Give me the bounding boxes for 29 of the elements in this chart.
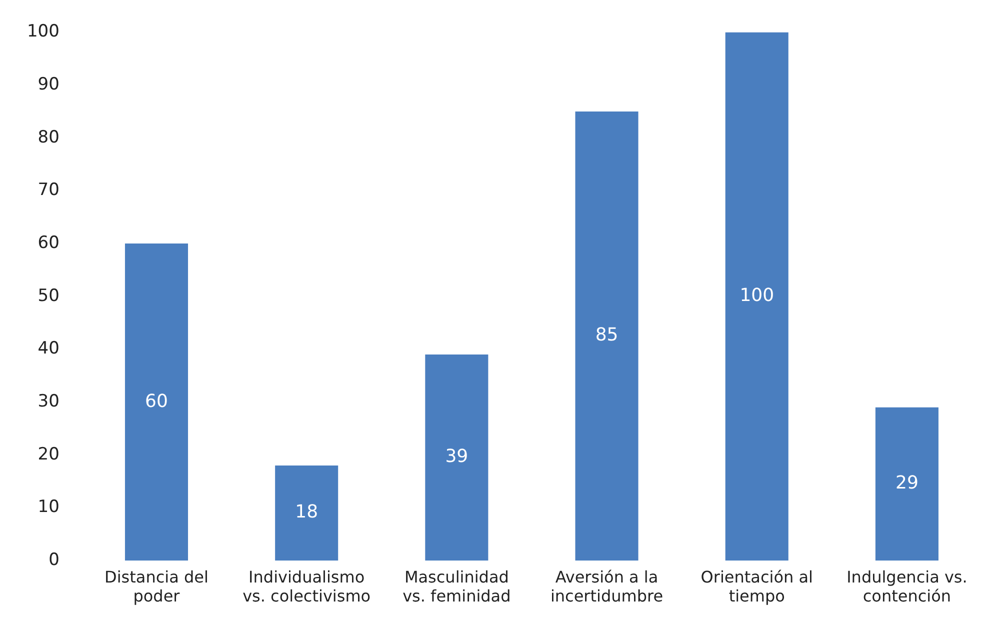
y-tick-label: 10: [38, 497, 60, 518]
data-label: 18: [295, 502, 318, 523]
y-tick-label: 70: [38, 180, 60, 200]
y-tick-label: 80: [38, 127, 60, 148]
y-tick-label: 40: [38, 338, 60, 359]
data-label: 85: [595, 324, 618, 346]
x-tick-label: Aversión a la incertidumbre: [550, 567, 664, 606]
data-label: 100: [740, 285, 774, 306]
data-label: 29: [896, 472, 918, 494]
x-tick-label: Distancia del poder: [104, 567, 208, 606]
x-tick-label: Masculinidad vs. feminidad: [402, 567, 511, 606]
bar: [124, 244, 188, 561]
bar: [425, 354, 488, 561]
y-tick-label: 30: [38, 392, 60, 412]
data-label: 60: [145, 390, 168, 412]
x-tick-label: Indulgencia vs. contención: [846, 567, 968, 606]
bar: [725, 32, 788, 561]
y-tick-label: 50: [38, 286, 60, 306]
bar: [275, 465, 338, 561]
y-tick-label: 0: [48, 550, 60, 570]
y-tick-label: 100: [26, 22, 60, 42]
y-tick-label: 20: [38, 444, 60, 464]
y-tick-label: 60: [38, 232, 60, 253]
y-tick-label: 90: [38, 74, 60, 94]
bar: [575, 111, 638, 561]
x-tick-label: Individualismo vs. colectivismo: [242, 567, 371, 606]
data-label: 39: [445, 446, 468, 468]
x-tick-label: Orientación al tiempo: [700, 567, 813, 606]
bar: [875, 407, 938, 561]
